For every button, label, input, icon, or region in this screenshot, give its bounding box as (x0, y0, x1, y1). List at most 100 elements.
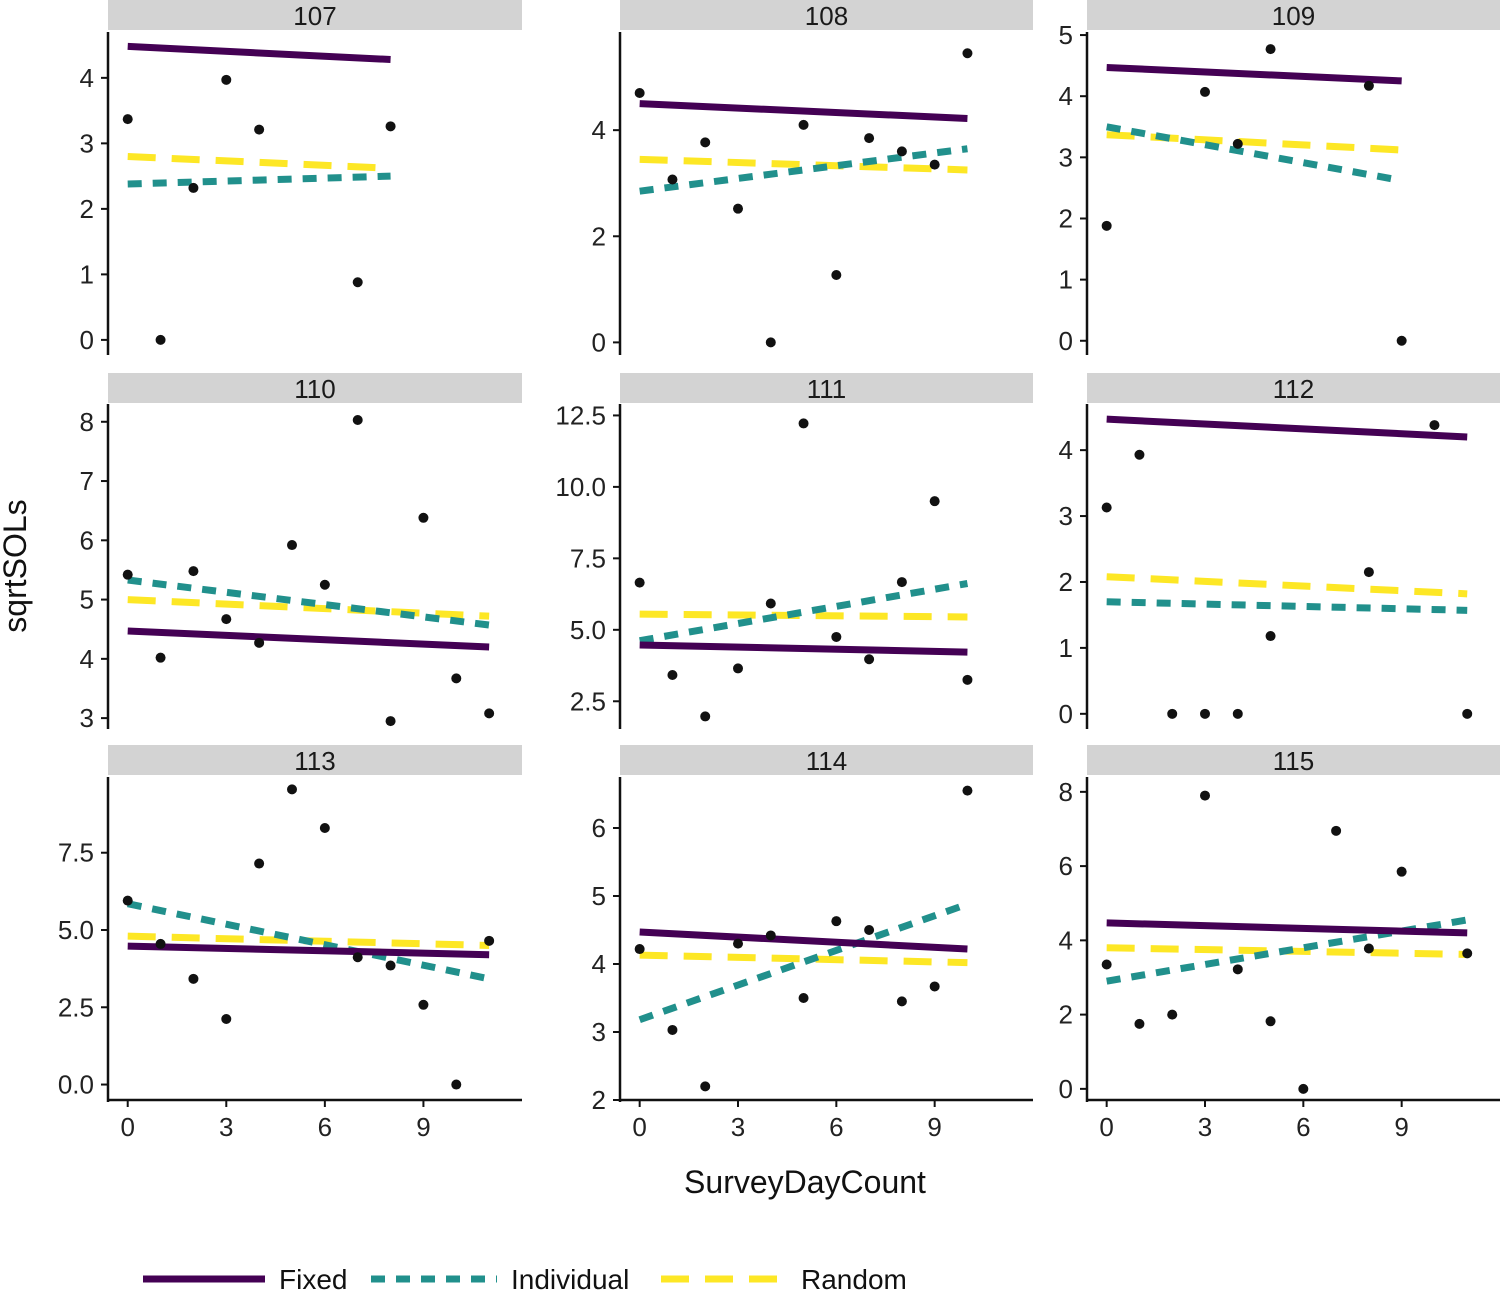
panel-110: 110 3 4 5 6 7 8 (80, 373, 522, 733)
point-108-9 (929, 159, 940, 170)
point-113-7 (352, 952, 363, 963)
y-tick-label: 2 (1059, 567, 1073, 597)
point-108-10 (962, 48, 973, 59)
y-tick-label: 3 (80, 128, 94, 158)
point-112-2 (1167, 708, 1178, 719)
point-114-9 (929, 981, 940, 992)
point-112-5 (1265, 631, 1276, 642)
line-random-111 (639, 610, 968, 621)
point-111-10 (962, 674, 973, 685)
point-110-4 (254, 637, 265, 648)
line-individual-113 (127, 900, 490, 983)
line-random-110 (127, 596, 490, 620)
point-113-11 (484, 935, 495, 946)
line-individual-108 (639, 145, 968, 195)
line-fixed-107 (127, 42, 391, 64)
point-108-3 (733, 203, 743, 214)
line-fixed-110 (127, 627, 490, 651)
y-tick-label: 5.0 (58, 915, 94, 945)
point-115-7 (1331, 825, 1342, 836)
point-111-4 (765, 598, 776, 609)
point-110-10 (451, 673, 462, 684)
y-tick-label: 0 (1059, 699, 1073, 729)
y-tick-label: 0 (1059, 326, 1073, 356)
point-107-5 (352, 277, 363, 288)
point-109-1 (1200, 86, 1210, 97)
point-112-3 (1200, 708, 1210, 719)
point-108-0 (634, 88, 645, 99)
point-115-9 (1396, 866, 1407, 877)
y-tick-label: 5.0 (570, 615, 606, 645)
y-tick-label: 2 (592, 1085, 606, 1115)
point-114-6 (831, 916, 842, 927)
point-115-1 (1134, 1018, 1145, 1029)
point-109-5 (1396, 335, 1407, 346)
point-112-8 (1462, 708, 1473, 719)
point-111-7 (864, 654, 875, 665)
x-tick-label: 6 (1296, 1112, 1310, 1142)
point-110-11 (484, 708, 495, 719)
line-fixed-113 (127, 942, 490, 959)
facet-strip-110 (108, 373, 522, 403)
y-tick-label: 6 (80, 525, 94, 555)
point-110-2 (188, 566, 199, 577)
point-115-2 (1167, 1009, 1178, 1020)
facet-label-108: 108 (805, 1, 848, 31)
point-112-6 (1363, 567, 1374, 578)
point-108-1 (667, 174, 678, 185)
x-tick-label: 6 (318, 1112, 332, 1142)
facet-strip-113 (108, 745, 522, 775)
facet-strip-109 (1087, 0, 1500, 30)
facet-strip-112 (1087, 373, 1500, 403)
y-tick-label: 0 (1059, 1074, 1073, 1104)
y-tick-label: 5 (1059, 20, 1073, 50)
point-113-4 (254, 858, 265, 869)
point-113-5 (287, 784, 297, 795)
line-individual-112 (1106, 598, 1468, 614)
point-109-3 (1265, 44, 1276, 55)
point-110-9 (418, 512, 429, 523)
y-tick-label: 1 (1059, 265, 1073, 295)
y-tick-label: 6 (592, 813, 606, 843)
legend-label-individual: Individual (511, 1264, 629, 1292)
point-113-6 (319, 823, 330, 833)
point-111-0 (634, 577, 645, 588)
facet-strip-115 (1087, 745, 1500, 775)
line-fixed-114 (639, 928, 968, 953)
panel-108: 108 0 2 4 (592, 0, 1033, 357)
point-111-9 (929, 496, 940, 507)
point-115-10 (1462, 948, 1473, 959)
point-108-8 (896, 146, 907, 157)
x-tick-label: 6 (829, 1112, 843, 1142)
line-fixed-108 (639, 100, 968, 122)
y-tick-label: 0 (592, 327, 606, 357)
y-tick-label: 3 (592, 1017, 606, 1047)
facet-label-107: 107 (293, 1, 336, 31)
line-random-112 (1106, 573, 1468, 598)
point-110-7 (352, 415, 363, 426)
y-tick-label: 4 (1059, 81, 1073, 111)
point-114-3 (733, 938, 743, 949)
y-tick-label: 4 (80, 644, 94, 674)
point-107-2 (188, 182, 199, 193)
line-individual-111 (639, 580, 969, 645)
point-113-3 (221, 1014, 232, 1025)
point-112-4 (1232, 708, 1243, 719)
y-tick-label: 4 (80, 63, 94, 93)
point-111-6 (831, 631, 842, 642)
point-109-2 (1232, 138, 1243, 149)
y-tick-label: 4 (1059, 435, 1073, 465)
point-113-9 (418, 999, 429, 1010)
point-110-6 (319, 579, 330, 590)
point-110-3 (221, 614, 232, 625)
y-tick-label: 2.5 (570, 686, 606, 716)
line-fixed-111 (639, 641, 968, 656)
point-111-8 (896, 577, 907, 588)
panel-109: 109 0 1 2 3 4 5 (1059, 0, 1500, 356)
facet-label-111: 111 (807, 374, 847, 404)
facet-label-112: 112 (1273, 374, 1314, 404)
panel-113: 113 0.0 2.5 5.0 7.5 0 3 6 9 (58, 745, 522, 1142)
y-tick-label: 0 (80, 325, 94, 355)
y-tick-label: 2.5 (58, 992, 94, 1022)
